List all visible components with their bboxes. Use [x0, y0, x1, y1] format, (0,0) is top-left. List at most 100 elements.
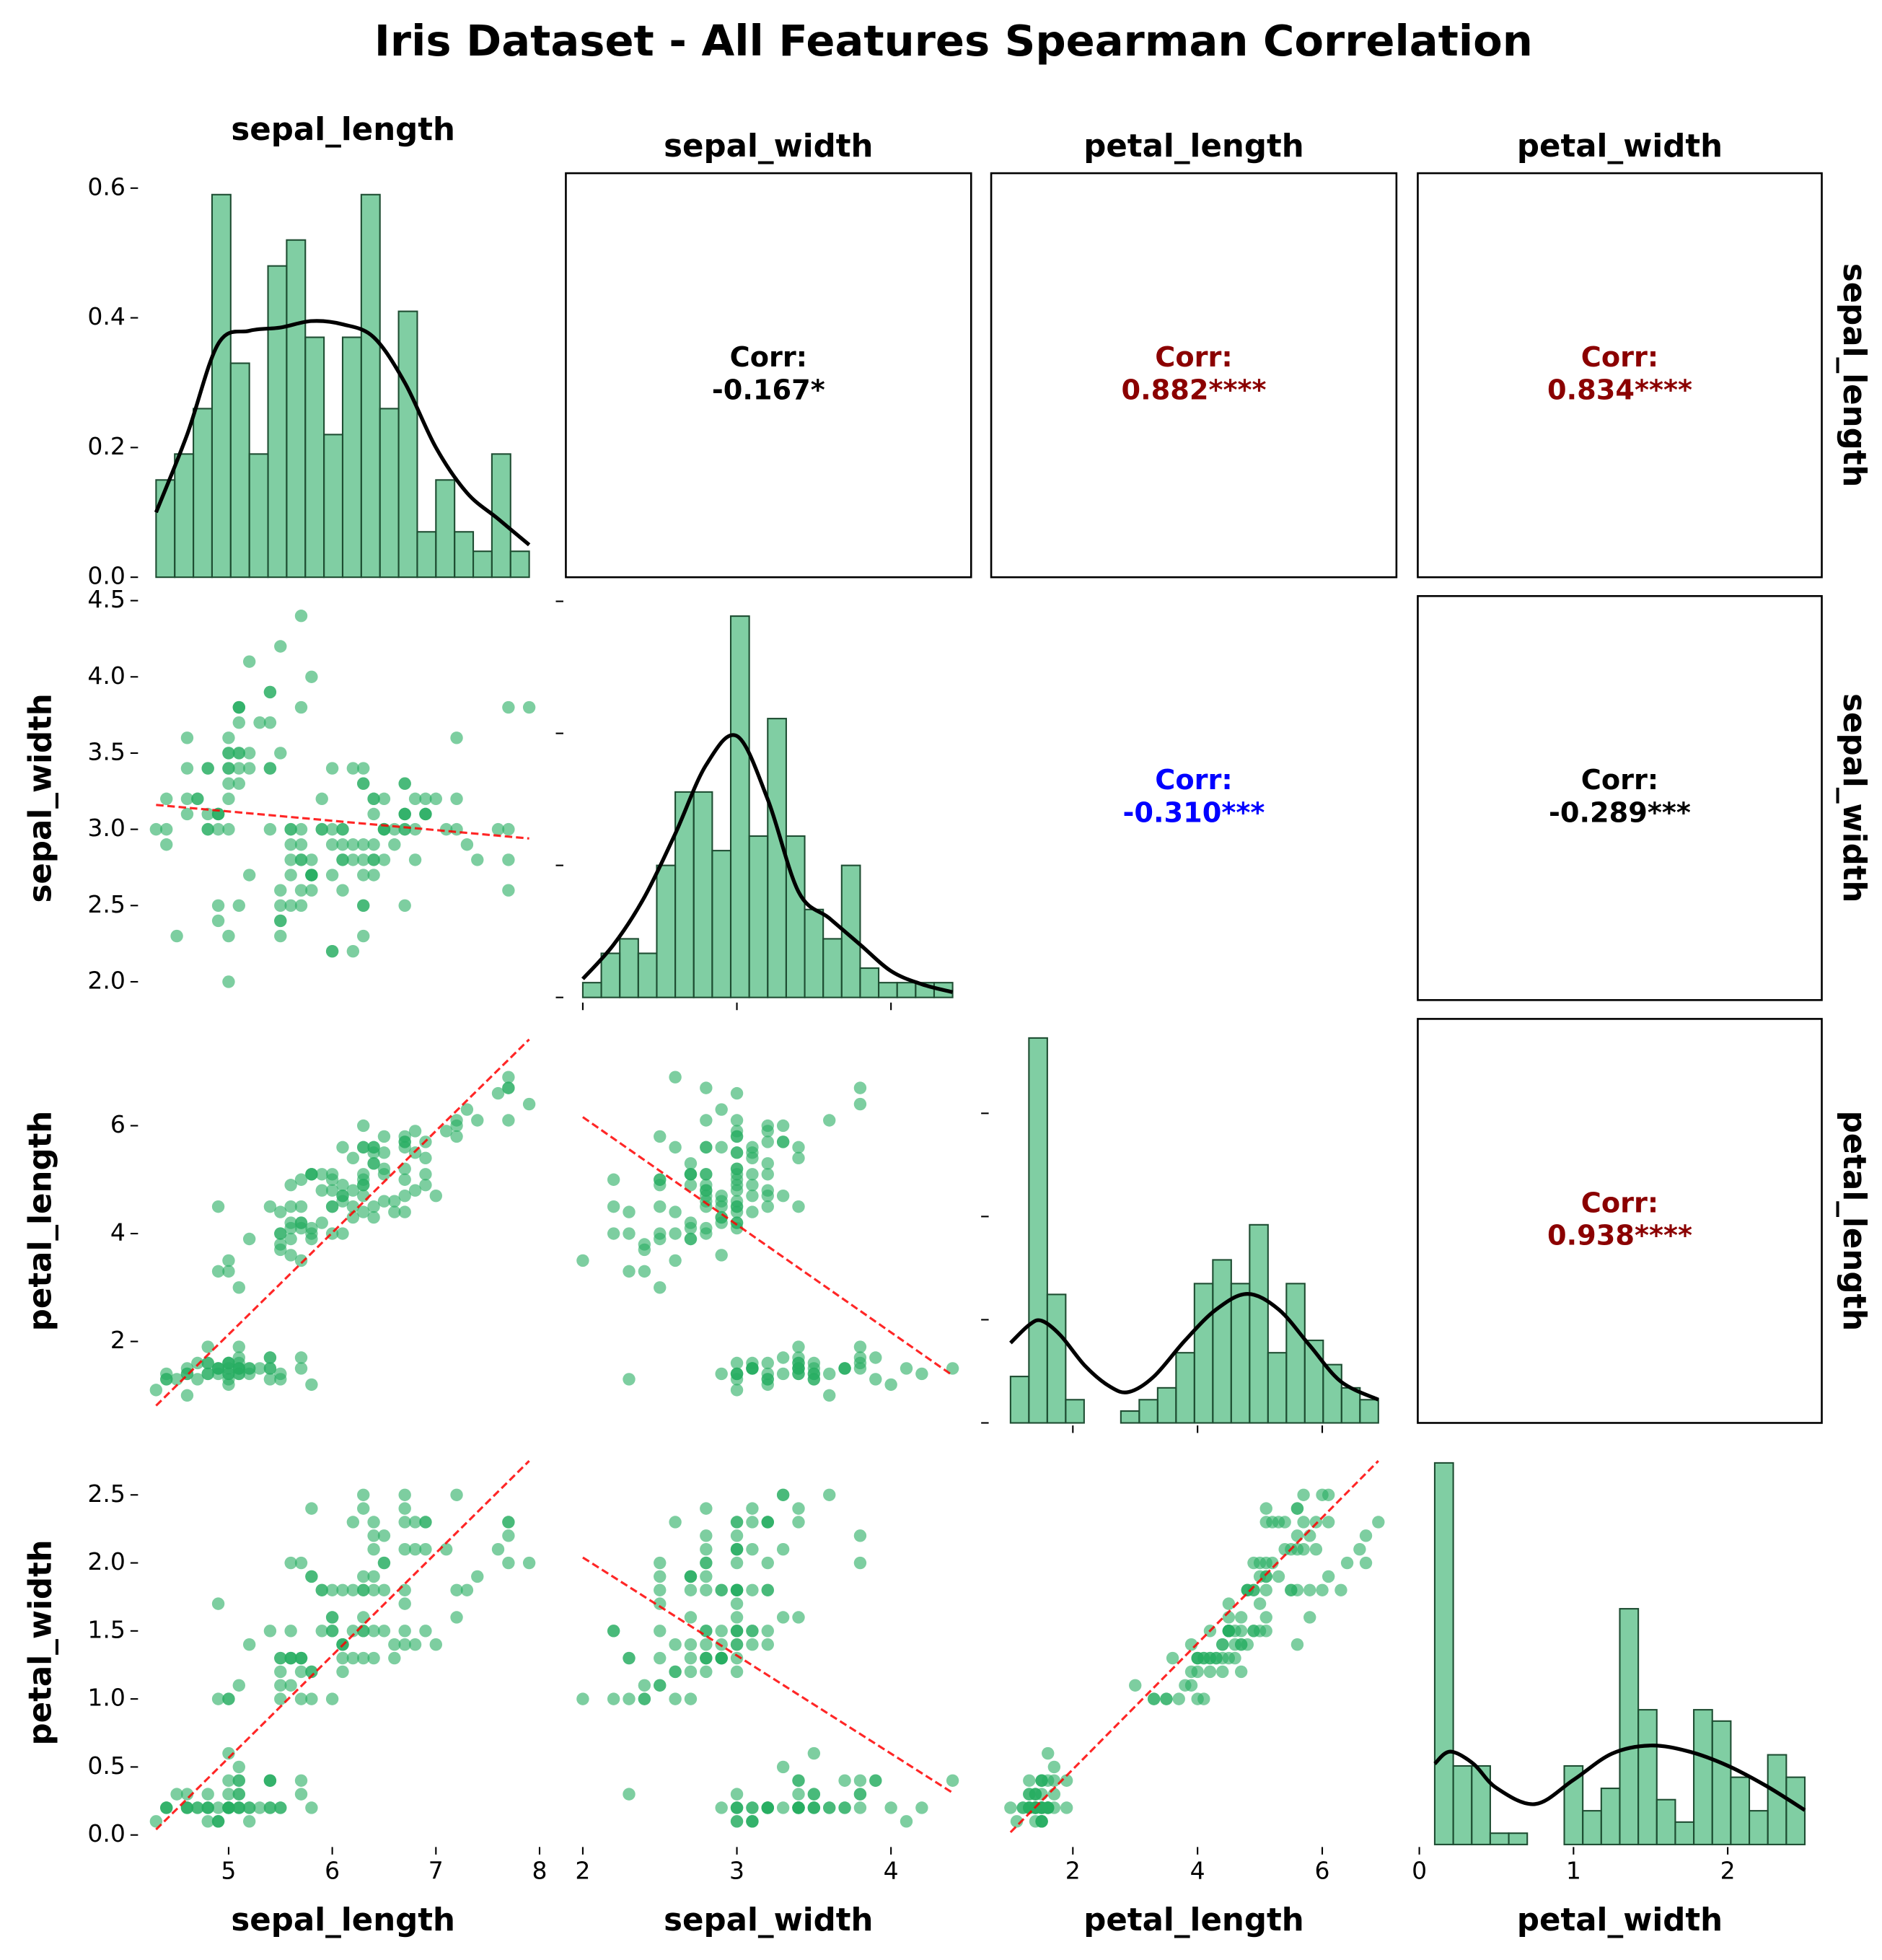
- scatter-point: [450, 1488, 463, 1501]
- scatter-point: [294, 822, 308, 836]
- scatter-point: [761, 1638, 774, 1651]
- scatter-point: [222, 731, 235, 744]
- scatter-point: [1129, 1679, 1142, 1692]
- scatter-point: [450, 1119, 463, 1133]
- scatter-point: [263, 1373, 277, 1386]
- scatter-point: [1259, 1502, 1272, 1515]
- scatter-point: [776, 1189, 790, 1203]
- scatter-point: [160, 1801, 173, 1814]
- scatter-point: [1303, 1583, 1316, 1596]
- scatter-point: [761, 1135, 774, 1148]
- scatter-point: [1259, 1611, 1272, 1624]
- scatter-point: [776, 1611, 790, 1624]
- scatter-point: [853, 1774, 867, 1787]
- scatter-point: [853, 1356, 867, 1370]
- histogram-bar: [397, 310, 418, 579]
- scatter-point: [263, 1774, 277, 1787]
- scatter-point: [294, 853, 308, 866]
- y-tick-label: 4: [110, 1218, 126, 1247]
- fit-line: [582, 1116, 954, 1376]
- scatter-point: [1234, 1625, 1248, 1638]
- scatter-point: [274, 929, 287, 943]
- corr-value: 0.938****: [1547, 1220, 1692, 1252]
- scatter-point: [294, 1651, 308, 1665]
- x-tick-label: 2: [1720, 1857, 1736, 1885]
- scatter-point: [776, 1542, 790, 1556]
- scatter-point: [715, 1200, 728, 1213]
- scatter-point: [242, 762, 256, 775]
- scatter-point: [761, 1168, 774, 1181]
- scatter-point: [1222, 1597, 1236, 1610]
- scatter-point: [398, 1189, 411, 1203]
- scatter-point: [211, 1815, 225, 1828]
- scatter-point: [253, 716, 266, 729]
- scatter-point: [792, 1151, 805, 1165]
- scatter-point: [180, 1788, 194, 1801]
- scatter-point: [1172, 1692, 1185, 1705]
- histogram-bar: [1028, 1037, 1048, 1424]
- scatter-point: [838, 1774, 851, 1787]
- scatter-point: [730, 1146, 744, 1159]
- scatter-point: [1010, 1815, 1024, 1828]
- scatter-point: [684, 1570, 698, 1583]
- scatter-point: [730, 1625, 744, 1638]
- scatter-point: [1278, 1542, 1291, 1556]
- scatter-point: [869, 1373, 882, 1386]
- scatter-point: [294, 838, 308, 851]
- scatter-point: [367, 1146, 380, 1159]
- scatter-point: [232, 777, 246, 790]
- scatter-point: [346, 853, 360, 866]
- scatter-point: [576, 1254, 589, 1267]
- scatter-point: [792, 1502, 805, 1515]
- scatter-point: [191, 1801, 204, 1814]
- x-tick-label: 2: [575, 1857, 590, 1885]
- scatter-point: [398, 1625, 411, 1638]
- scatter-point: [294, 1200, 308, 1213]
- histogram-bar: [1693, 1709, 1713, 1845]
- scatter-point: [284, 1216, 297, 1229]
- scatter-point: [294, 884, 308, 897]
- histogram-bar: [1249, 1223, 1269, 1424]
- scatter-point: [1222, 1625, 1236, 1638]
- scatter-point: [776, 1135, 790, 1148]
- scatter-point: [232, 1801, 246, 1814]
- scatter-point: [294, 899, 308, 912]
- scatter-point: [654, 1570, 667, 1583]
- scatter-point: [357, 762, 370, 775]
- scatter-point: [638, 1679, 651, 1692]
- scatter-point: [149, 822, 163, 836]
- scatter-point: [211, 822, 225, 836]
- scatter-point: [398, 1597, 411, 1610]
- scatter-point: [253, 1801, 266, 1814]
- scatter-point: [149, 1384, 163, 1397]
- scatter-point: [460, 1583, 474, 1596]
- histogram-bar: [692, 791, 713, 998]
- scatter-point: [242, 1638, 256, 1651]
- scatter-point: [222, 1788, 235, 1801]
- scatter-point: [1060, 1774, 1073, 1787]
- scatter-point: [915, 1367, 928, 1381]
- scatter-point: [946, 1774, 959, 1787]
- scatter-point: [367, 1651, 380, 1665]
- scatter-point: [1303, 1611, 1316, 1624]
- scatter-point: [294, 1254, 308, 1267]
- scatter-point: [367, 1529, 380, 1542]
- scatter-point: [746, 1502, 759, 1515]
- scatter-point: [700, 1081, 713, 1094]
- histogram-bar: [1138, 1399, 1158, 1424]
- scatter-point: [1247, 1556, 1260, 1570]
- scatter-point: [388, 1205, 401, 1218]
- scatter-point: [284, 1179, 297, 1192]
- histogram-bar: [1489, 1832, 1510, 1845]
- scatter-point: [274, 1665, 287, 1679]
- column-title: petal_length: [1083, 128, 1304, 164]
- histogram-bar: [509, 550, 530, 579]
- scatter-point: [305, 1801, 318, 1814]
- scatter-point: [1166, 1651, 1179, 1665]
- scatter-point: [242, 747, 256, 760]
- scatter-point: [1191, 1665, 1204, 1679]
- scatter-point: [201, 1801, 214, 1814]
- scatter-point: [305, 1378, 318, 1392]
- panel-frame: [1417, 594, 1823, 1001]
- histogram-bar: [1267, 1352, 1288, 1424]
